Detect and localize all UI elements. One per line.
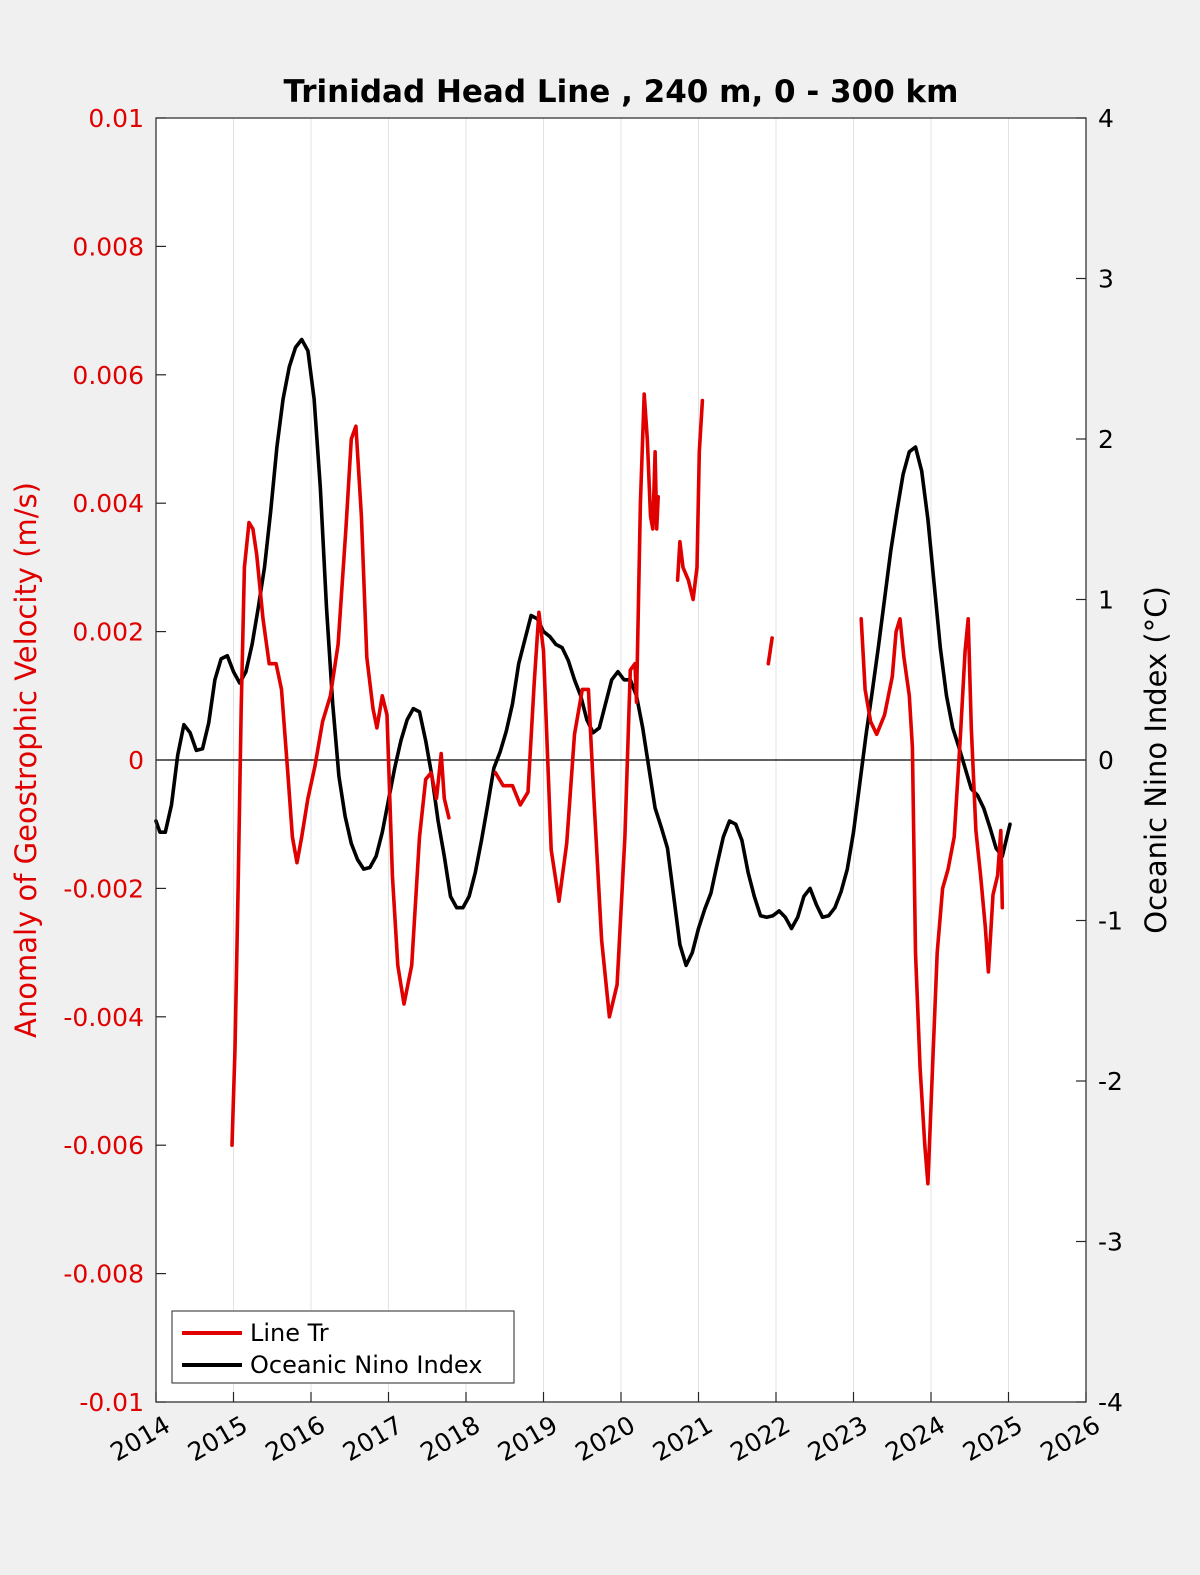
left-tick-label-0.006: 0.006 xyxy=(72,361,144,390)
x-tick-label-2022: 2022 xyxy=(725,1410,795,1467)
left-tick-label-0.008: 0.008 xyxy=(72,232,144,261)
left-axis-label: Anomaly of Geostrophic Velocity (m/s) xyxy=(9,482,43,1038)
line-tr-segment-0 xyxy=(230,424,451,1147)
x-tick-label-2021: 2021 xyxy=(648,1410,718,1467)
line-tr-segment-1 xyxy=(493,392,660,1019)
x-tick-label-2019: 2019 xyxy=(493,1410,563,1467)
x-tick-label-2024: 2024 xyxy=(880,1410,950,1467)
right-tick-label-0: 0 xyxy=(1098,746,1114,775)
right-tick-label--3: -3 xyxy=(1098,1228,1123,1257)
x-tick-label-2016: 2016 xyxy=(260,1410,330,1467)
right-tick-label-2: 2 xyxy=(1098,425,1114,454)
left-tick-label-0.002: 0.002 xyxy=(72,618,144,647)
right-axis-label: Oceanic Nino Index (°C) xyxy=(1139,586,1173,934)
right-tick-label-3: 3 xyxy=(1098,265,1114,294)
x-tick-label-2017: 2017 xyxy=(338,1410,408,1467)
right-tick-label--4: -4 xyxy=(1098,1388,1123,1417)
legend-box xyxy=(171,1310,515,1384)
right-tick-label--1: -1 xyxy=(1098,907,1123,936)
right-axis-ticks: 4 3 2 1 0 -1 -2 -3 -4 xyxy=(1076,104,1123,1417)
legend-label-oni: Oceanic Nino Index xyxy=(250,1351,482,1379)
left-tick-label-0.004: 0.004 xyxy=(72,489,144,518)
right-tick-label-1: 1 xyxy=(1098,586,1114,615)
x-tick-label-2014: 2014 xyxy=(105,1410,175,1467)
x-tick-label-2023: 2023 xyxy=(803,1410,873,1467)
legend: Line Tr Oceanic Nino Index xyxy=(171,1310,515,1384)
line-tr-segment-3 xyxy=(766,636,774,666)
chart-title: Trinidad Head Line , 240 m, 0 - 300 km xyxy=(284,74,959,110)
right-tick-label-4: 4 xyxy=(1098,104,1114,133)
left-tick-label-0: 0 xyxy=(128,746,144,775)
right-tick-label--2: -2 xyxy=(1098,1067,1123,1096)
series-line-tr xyxy=(230,392,1005,1186)
left-axis-ticks: 0.01 0.008 0.006 0.004 0.002 0 -0.002 -0.004 -0.… xyxy=(63,104,166,1417)
x-tick-label-2015: 2015 xyxy=(183,1410,253,1467)
left-tick-label--0.006: -0.006 xyxy=(63,1131,144,1160)
line-tr-segment-2 xyxy=(675,398,705,602)
x-tick-label-2025: 2025 xyxy=(958,1410,1028,1467)
legend-label-line-tr: Line Tr xyxy=(250,1319,329,1347)
left-tick-label-0.01: 0.01 xyxy=(88,104,144,133)
line-tr-segment-4 xyxy=(859,617,1005,1186)
left-tick-label--0.002: -0.002 xyxy=(63,874,144,903)
left-tick-label--0.01: -0.01 xyxy=(79,1388,144,1417)
x-tick-label-2020: 2020 xyxy=(570,1410,640,1467)
left-tick-label--0.004: -0.004 xyxy=(63,1003,144,1032)
x-tick-label-2026: 2026 xyxy=(1035,1410,1105,1467)
left-tick-label--0.008: -0.008 xyxy=(63,1260,144,1289)
x-axis-ticks: 2014 2015 2016 2017 2018 2019 2020 2021 2022 2023… xyxy=(105,1392,1105,1467)
x-tick-label-2018: 2018 xyxy=(415,1410,485,1467)
